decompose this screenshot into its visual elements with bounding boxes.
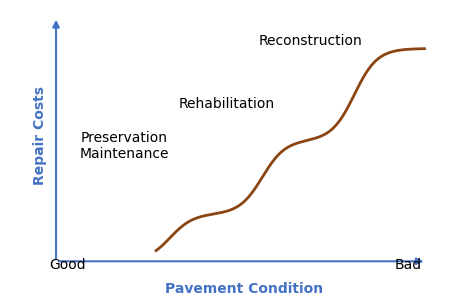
Text: Reconstruction: Reconstruction — [258, 34, 362, 48]
Text: Pavement Condition: Pavement Condition — [165, 282, 323, 296]
Text: Rehabilitation: Rehabilitation — [178, 97, 274, 111]
Text: Bad: Bad — [395, 258, 422, 272]
Text: Repair Costs: Repair Costs — [33, 86, 47, 185]
Text: Good: Good — [50, 258, 86, 272]
Text: Preservation
Maintenance: Preservation Maintenance — [79, 130, 169, 161]
